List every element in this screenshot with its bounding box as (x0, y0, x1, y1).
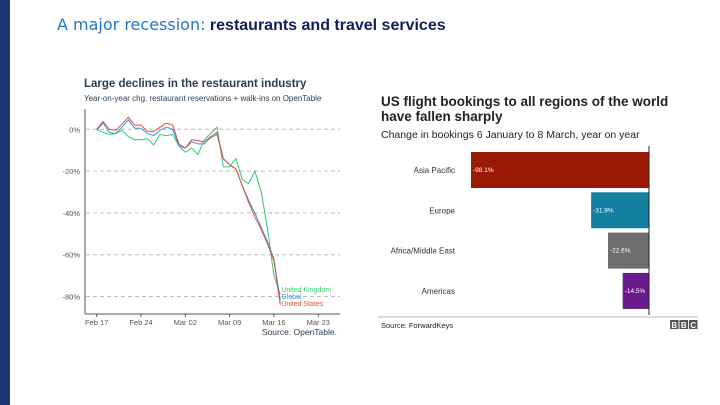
y-tick-label: -80% (62, 293, 80, 302)
bar-africa-middle-east (607, 232, 649, 269)
chart-source: Source: OpenTable. (262, 327, 337, 337)
bbc-logo-letter: B (671, 321, 677, 330)
category-label: Europe (429, 206, 455, 215)
restaurant-line-chart: Large declines in the restaurant industr… (62, 78, 340, 337)
series-label: United Kingdom (281, 287, 331, 294)
bar-americas (622, 272, 649, 309)
series-label: United States (281, 301, 324, 308)
slide-title-main: restaurants and travel services (209, 17, 446, 34)
series-label: Global (281, 294, 302, 301)
x-tick-label: Mar 23 (307, 318, 330, 327)
x-tick-label: Mar 02 (174, 318, 197, 327)
chart-source: Source: ForwardKeys (381, 321, 453, 330)
x-tick-label: Feb 17 (85, 318, 108, 327)
bar-asia-pacific (471, 152, 649, 188)
chart-title: Large declines in the restaurant industr… (84, 78, 307, 90)
chart-title-line1: US flight bookings to all regions of the… (381, 94, 668, 109)
series-line-united-kingdom (96, 126, 281, 295)
chart-subtitle: Year-on-year chg. restaurant reservation… (84, 94, 322, 103)
chart-subtitle: Change in bookings 6 January to 8 March,… (381, 129, 640, 141)
y-tick-label: 0% (69, 125, 80, 134)
y-tick-label: -40% (62, 209, 80, 218)
category-label: Africa/Middle East (391, 247, 456, 256)
bbc-logo-block (679, 320, 688, 329)
x-tick-label: Mar 09 (218, 318, 241, 327)
bar-europe (591, 192, 649, 229)
slide-title-prefix: A major recession: (57, 15, 206, 34)
value-label: -31.9% (593, 207, 614, 214)
bbc-logo-block (689, 320, 698, 329)
slide-title: A major recession: restaurants and trave… (57, 15, 446, 35)
chart-title-line2: have fallen sharply (381, 109, 503, 124)
value-label: -98.1% (473, 167, 494, 174)
category-label: Asia Pacific (414, 166, 455, 175)
series-line-united-states (96, 116, 281, 305)
x-tick-label: Mar 16 (262, 318, 285, 327)
value-label: -22.6% (610, 248, 631, 255)
y-tick-label: -60% (62, 251, 80, 260)
y-tick-label: -20% (62, 167, 80, 176)
bbc-logo-letter: B (681, 321, 687, 330)
value-label: -14.5% (625, 288, 646, 295)
bbc-logo-block (670, 320, 679, 329)
series-line-global (96, 119, 281, 301)
x-tick-label: Feb 24 (129, 318, 152, 327)
category-label: Americas (422, 287, 455, 296)
bbc-logo-letter: C (690, 321, 696, 330)
slide-accent-bar (0, 0, 10, 405)
